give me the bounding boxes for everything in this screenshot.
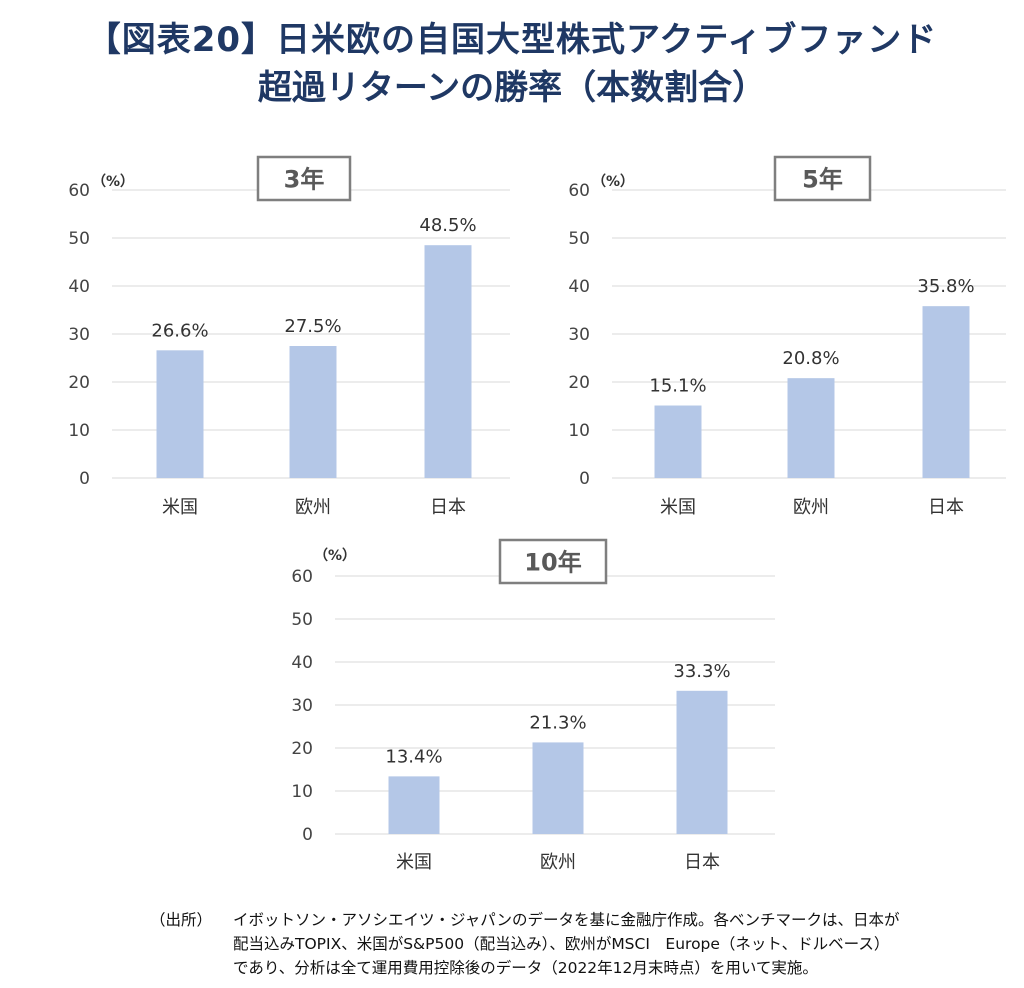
y-tick-label: 10 bbox=[68, 421, 90, 441]
bar-0 bbox=[156, 350, 204, 478]
period-label: 5年 bbox=[802, 166, 843, 194]
category-label: 日本 bbox=[430, 497, 466, 518]
y-tick-label: 30 bbox=[568, 325, 590, 345]
period-box bbox=[773, 155, 872, 202]
bar-0 bbox=[388, 776, 440, 834]
data-label: 33.3% bbox=[673, 661, 730, 682]
source-label: （出所） bbox=[150, 911, 213, 929]
data-label: 26.6% bbox=[151, 320, 208, 341]
y-unit-label: （%） bbox=[314, 548, 356, 564]
y-tick-label: 0 bbox=[302, 825, 313, 845]
bar-1 bbox=[787, 378, 835, 478]
category-label: 米国 bbox=[396, 852, 432, 873]
bar-2 bbox=[676, 690, 728, 834]
category-label: 日本 bbox=[684, 852, 720, 873]
bar-2 bbox=[922, 306, 970, 478]
data-label: 21.3% bbox=[529, 712, 586, 733]
y-tick-label: 0 bbox=[79, 469, 90, 489]
y-tick-label: 50 bbox=[568, 229, 590, 249]
data-label: 13.4% bbox=[385, 746, 442, 767]
data-label: 35.8% bbox=[917, 276, 974, 297]
y-tick-label: 20 bbox=[68, 373, 90, 393]
y-tick-label: 0 bbox=[579, 469, 590, 489]
y-tick-label: 40 bbox=[568, 277, 590, 297]
category-label: 欧州 bbox=[793, 497, 829, 518]
data-label: 20.8% bbox=[782, 348, 839, 369]
y-tick-label: 20 bbox=[568, 373, 590, 393]
category-label: 米国 bbox=[660, 497, 696, 518]
y-tick-label: 10 bbox=[568, 421, 590, 441]
data-label: 15.1% bbox=[649, 376, 706, 397]
y-unit-label: （%） bbox=[92, 174, 134, 190]
y-tick-label: 60 bbox=[291, 567, 313, 587]
y-tick-label: 50 bbox=[291, 610, 313, 630]
y-unit-label: （%） bbox=[592, 174, 634, 190]
y-tick-label: 30 bbox=[291, 696, 313, 716]
data-label: 27.5% bbox=[284, 316, 341, 337]
chart-title-line1: 【図表20】日米欧の自国大型株式アクティブファンド bbox=[86, 20, 938, 60]
category-label: 日本 bbox=[928, 497, 964, 518]
data-label: 48.5% bbox=[419, 215, 476, 236]
y-tick-label: 20 bbox=[291, 739, 313, 759]
category-label: 米国 bbox=[162, 497, 198, 518]
chart-title-line2: 超過リターンの勝率（本数割合） bbox=[257, 68, 767, 108]
period-label: 3年 bbox=[284, 166, 325, 194]
source-line-2: 配当込みTOPIX、米国がS&P500（配当込み）、欧州がMSCI Europe… bbox=[233, 935, 890, 953]
bar-1 bbox=[532, 742, 584, 834]
period-box bbox=[256, 155, 352, 202]
y-tick-label: 30 bbox=[68, 325, 90, 345]
y-tick-label: 60 bbox=[68, 181, 90, 201]
y-tick-label: 50 bbox=[68, 229, 90, 249]
period-label: 10年 bbox=[524, 549, 581, 577]
y-tick-label: 40 bbox=[68, 277, 90, 297]
y-tick-label: 60 bbox=[568, 181, 590, 201]
y-tick-label: 10 bbox=[291, 782, 313, 802]
source-line-1: イボットソン・アソシエイツ・ジャパンのデータを基に金融庁作成。各ベンチマークは、… bbox=[233, 911, 900, 929]
bar-1 bbox=[289, 346, 337, 478]
y-tick-label: 40 bbox=[291, 653, 313, 673]
category-label: 欧州 bbox=[540, 852, 576, 873]
bar-2 bbox=[424, 245, 472, 478]
source-line-3: であり、分析は全て運用費用控除後のデータ（2022年12月末時点）を用いて実施。 bbox=[233, 959, 818, 977]
period-box bbox=[498, 538, 608, 585]
category-label: 欧州 bbox=[295, 497, 331, 518]
bar-0 bbox=[654, 405, 702, 478]
source-note: （出所） イボットソン・アソシエイツ・ジャパンのデータを基に金融庁作成。各ベンチ… bbox=[150, 908, 1010, 980]
